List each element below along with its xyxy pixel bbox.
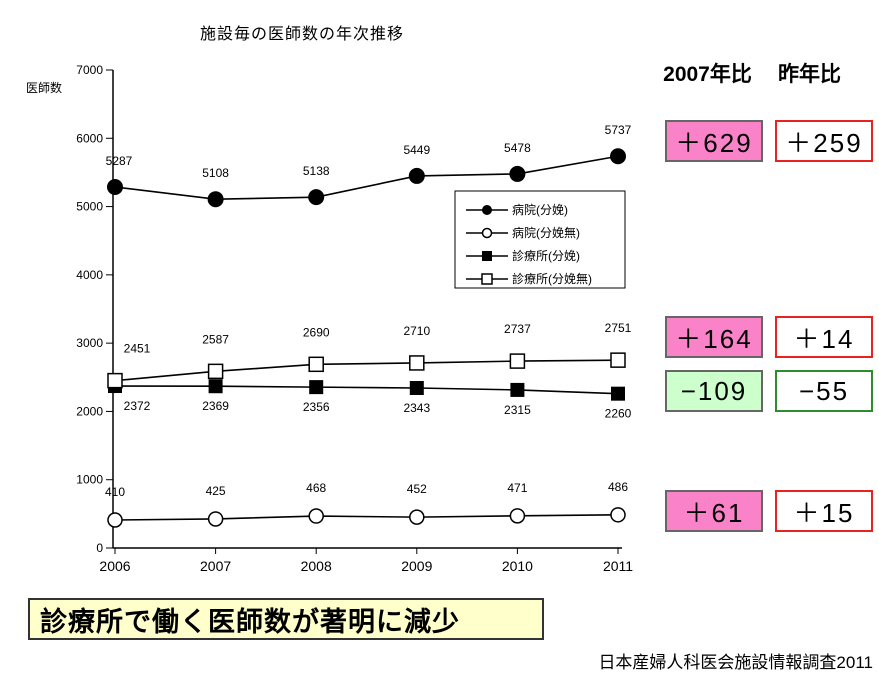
y-tick-label: 4000	[76, 268, 103, 282]
vs2007-value-box: ＋61	[665, 490, 763, 532]
legend: 病院(分娩) 病院(分娩無) 診療所(分娩) 診療所(分娩無)	[454, 190, 626, 289]
data-label: 410	[105, 485, 125, 499]
comparison-row-hospital-no-delivery: ＋61 ＋15	[665, 490, 873, 532]
data-label: 5478	[504, 141, 531, 155]
data-label: 2343	[403, 401, 430, 415]
legend-label: 診療所(分娩無)	[512, 271, 592, 286]
vs-last-year-value-box: ＋259	[775, 120, 873, 162]
x-tick-label: 2006	[99, 558, 130, 574]
legend-label: 病院(分娩)	[512, 202, 568, 217]
x-tick-label: 2007	[200, 558, 231, 574]
comparison-row-clinic-delivery: −109 −55	[665, 370, 873, 412]
data-label: 5108	[202, 166, 229, 180]
vs2007-value-box: −109	[665, 370, 763, 412]
data-label: 452	[407, 482, 427, 496]
highlight-banner: 診療所で働く医師数が著明に減少	[28, 598, 544, 640]
data-label: 5737	[605, 123, 632, 137]
y-tick-label: 1000	[76, 473, 103, 487]
data-label: 2372	[124, 399, 151, 413]
data-label: 486	[608, 480, 628, 494]
source-note: 日本産婦人科医会施設情報調査2011	[598, 653, 873, 672]
series-病院(分娩無): 410 425 468 452 471 486	[105, 480, 628, 528]
data-label: 2260	[605, 407, 632, 421]
chart-title: 施設毎の医師数の年次推移	[200, 26, 405, 43]
data-label: 5449	[403, 143, 430, 157]
y-tick-label: 0	[96, 541, 103, 555]
y-tick-label: 7000	[76, 63, 103, 77]
vs2007-value-box: ＋629	[665, 120, 763, 162]
comparison-header-vs2007: 2007年比	[663, 63, 752, 86]
legend-label: 病院(分娩無)	[512, 225, 580, 240]
chart-canvas: 0 1000 2000 3000 4000 5000 6000 7000 2006 2007 200…	[26, 63, 633, 574]
y-axis-title: 医師数	[26, 80, 62, 95]
data-label: 2690	[303, 325, 330, 339]
data-label: 5287	[106, 154, 133, 168]
data-label: 2315	[504, 403, 531, 417]
data-label: 2587	[202, 332, 229, 346]
data-label: 5138	[303, 164, 330, 178]
y-tick-label: 2000	[76, 404, 103, 418]
x-tick-label: 2008	[301, 558, 332, 574]
vs2007-value-box: ＋164	[665, 316, 763, 358]
series-診療所(分娩): 2372 2369 2356 2343 2315 2260	[108, 379, 632, 421]
data-label: 425	[206, 484, 226, 498]
data-label: 2451	[124, 342, 151, 356]
comparison-row-hospital-delivery: ＋629 ＋259	[665, 120, 873, 162]
series-病院(分娩): 5287 5108 5138 5449 5478 5737	[106, 123, 632, 208]
series-診療所(分娩無): 2451 2587 2690 2710 2737 2751	[107, 321, 632, 389]
comparison-row-clinic-no-delivery: ＋164 ＋14	[665, 316, 873, 358]
data-label: 2751	[605, 321, 632, 335]
axes: 0 1000 2000 3000 4000 5000 6000 7000 2006 2007 200…	[26, 63, 633, 574]
comparison-header-vs-last-year: 昨年比	[778, 63, 841, 86]
data-label: 2356	[303, 400, 330, 414]
data-label: 2710	[403, 324, 430, 338]
legend-label: 診療所(分娩)	[512, 248, 580, 263]
y-tick-label: 6000	[76, 131, 103, 145]
x-tick-label: 2009	[401, 558, 432, 574]
vs-last-year-value-box: ＋14	[775, 316, 873, 358]
data-label: 2369	[202, 399, 229, 413]
vs-last-year-value-box: ＋15	[775, 490, 873, 532]
vs-last-year-value-box: −55	[775, 370, 873, 412]
y-tick-label: 3000	[76, 336, 103, 350]
x-tick-label: 2010	[502, 558, 533, 574]
x-tick-label: 2011	[603, 558, 633, 574]
data-label: 471	[507, 481, 527, 495]
y-tick-label: 5000	[76, 200, 103, 214]
data-label: 2737	[504, 322, 531, 336]
data-label: 468	[306, 481, 326, 495]
